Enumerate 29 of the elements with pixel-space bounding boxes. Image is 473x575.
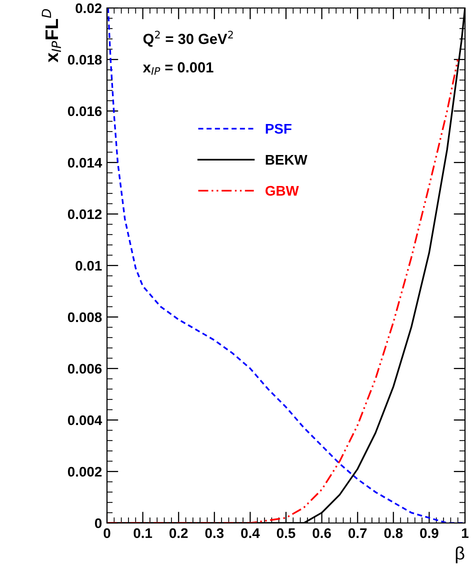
x-tick-label: 0.7 (348, 528, 367, 538)
legend-label: GBW (265, 186, 299, 196)
x-tick-label: 1 (462, 528, 468, 538)
y-tick-label: 0.008 (68, 312, 102, 322)
x-tick-label: 0.2 (169, 528, 188, 538)
y-tick-label: 0.006 (68, 364, 102, 374)
x-tick-label: 0.1 (134, 528, 152, 538)
y-tick-label: 0.016 (68, 106, 102, 116)
x-tick-label: 0.8 (384, 528, 403, 538)
x-tick-label: 0.3 (205, 528, 224, 538)
y-tick-label: 0.018 (68, 54, 102, 65)
y-tick-label: 0.02 (76, 3, 102, 14)
annotation: Q$^{2}$ = 30 GeV$^{2}$ (143, 30, 233, 47)
legend-label: BEKW (266, 155, 308, 165)
x-tick-label: 0.4 (241, 528, 260, 538)
y-tick-label: 0.014 (68, 158, 102, 168)
x-tick-label: 0.9 (420, 528, 438, 538)
annotation: x$_{IP}$ = 0.001 (142, 62, 214, 75)
y-axis-title: x$_{IP}$FL$^{D}$ (42, 9, 61, 62)
y-tick-label: 0.002 (68, 466, 102, 477)
y-tick-label: 0 (94, 518, 102, 528)
x-tick-label: 0.5 (276, 528, 296, 538)
y-tick-label: 0.012 (68, 209, 102, 220)
legend-label: PSF (266, 124, 292, 134)
x-tick-label: 0.6 (312, 528, 331, 538)
x-tick-label: 0 (104, 528, 110, 538)
y-tick-label: 0.01 (76, 260, 102, 271)
x-axis-title: β (456, 546, 464, 564)
y-tick-label: 0.004 (68, 415, 102, 426)
